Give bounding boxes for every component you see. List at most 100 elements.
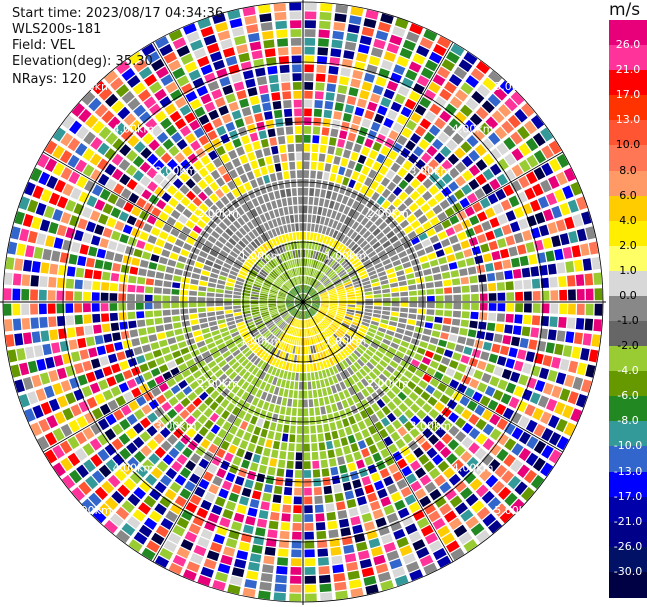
velocity-gate (269, 309, 278, 313)
velocity-gate (351, 200, 360, 210)
velocity-gate (84, 180, 96, 193)
velocity-gate (165, 467, 178, 480)
velocity-gate (99, 355, 109, 366)
velocity-gate (434, 401, 445, 412)
velocity-gate (277, 47, 289, 56)
velocity-gate (486, 272, 496, 282)
velocity-gate (350, 6, 364, 17)
velocity-gate (279, 342, 285, 350)
velocity-gate (530, 227, 541, 239)
velocity-gate (304, 108, 312, 117)
velocity-gate (143, 74, 158, 87)
velocity-gate (326, 314, 334, 320)
velocity-gate (409, 302, 418, 308)
velocity-gate (355, 307, 364, 312)
velocity-gate (171, 295, 179, 302)
velocity-gate (485, 363, 496, 374)
velocity-gate (334, 318, 342, 324)
colorbar-segment (609, 20, 647, 46)
velocity-gate (448, 517, 463, 530)
velocity-gate (206, 302, 215, 307)
velocity-gate (18, 196, 30, 211)
velocity-gate (365, 349, 374, 357)
velocity-gate (385, 379, 394, 389)
velocity-gate (465, 493, 479, 507)
velocity-gate (424, 481, 437, 494)
velocity-gate (293, 287, 298, 295)
velocity-gate (259, 306, 268, 309)
velocity-gate (261, 313, 270, 318)
velocity-gate (397, 167, 408, 178)
velocity-gate (281, 513, 291, 522)
velocity-gate (249, 95, 260, 106)
velocity-gate (545, 342, 555, 354)
velocity-gate (285, 271, 291, 279)
velocity-gate (128, 539, 143, 553)
velocity-gate (540, 462, 554, 477)
velocity-gate (530, 365, 541, 377)
velocity-gate (376, 363, 385, 372)
velocity-gate (179, 184, 190, 195)
velocity-gate (253, 357, 261, 366)
velocity-gate (206, 550, 220, 562)
velocity-gate (381, 394, 391, 404)
velocity-gate (564, 216, 575, 230)
velocity-gate (220, 440, 230, 451)
velocity-gate (327, 258, 334, 266)
velocity-gate (325, 283, 333, 289)
velocity-gate (392, 26, 406, 38)
velocity-gate (350, 587, 364, 598)
velocity-gate (325, 268, 332, 276)
velocity-gate (39, 219, 51, 232)
velocity-gate (123, 201, 134, 213)
velocity-gate (581, 211, 592, 225)
velocity-gate (287, 260, 292, 269)
velocity-gate (289, 307, 296, 313)
velocity-gate (193, 241, 203, 249)
velocity-gate (224, 161, 234, 172)
velocity-gate (287, 280, 293, 288)
velocity-gate (332, 564, 344, 574)
velocity-gate (269, 210, 275, 219)
velocity-gate (294, 108, 302, 117)
velocity-gate (119, 418, 131, 431)
velocity-gate (201, 350, 211, 359)
velocity-gate (415, 397, 426, 408)
velocity-gate (324, 163, 332, 172)
velocity-gate (231, 199, 240, 209)
velocity-gate (323, 255, 329, 264)
velocity-gate (318, 557, 329, 566)
velocity-gate (218, 221, 228, 231)
velocity-gate (269, 173, 277, 182)
velocity-gate (312, 317, 317, 325)
velocity-gate (338, 166, 346, 176)
velocity-gate (440, 145, 452, 158)
velocity-gate (508, 347, 518, 358)
velocity-gate (286, 297, 294, 300)
velocity-gate (262, 492, 272, 502)
velocity-gate (233, 295, 241, 299)
velocity-gate (303, 408, 309, 417)
velocity-gate (257, 324, 266, 331)
velocity-gate (202, 122, 214, 133)
velocity-gate (275, 330, 282, 337)
velocity-gate (446, 453, 458, 465)
velocity-gate (67, 137, 81, 152)
velocity-gate (7, 349, 18, 363)
velocity-gate (38, 303, 47, 315)
velocity-gate (305, 249, 309, 258)
velocity-gate (129, 266, 139, 275)
velocity-gate (189, 230, 199, 240)
colorbar-tick-label: 26.0 (615, 38, 641, 52)
velocity-gate (424, 245, 434, 254)
velocity-gate (349, 579, 362, 589)
velocity-gate (367, 464, 378, 474)
velocity-gate (336, 330, 344, 337)
velocity-gate (192, 397, 203, 407)
velocity-gate (127, 97, 141, 111)
velocity-gate (197, 302, 206, 307)
velocity-gate (468, 357, 479, 368)
velocity-gate (56, 367, 67, 380)
velocity-gate (316, 261, 321, 270)
velocity-gate (156, 460, 169, 473)
